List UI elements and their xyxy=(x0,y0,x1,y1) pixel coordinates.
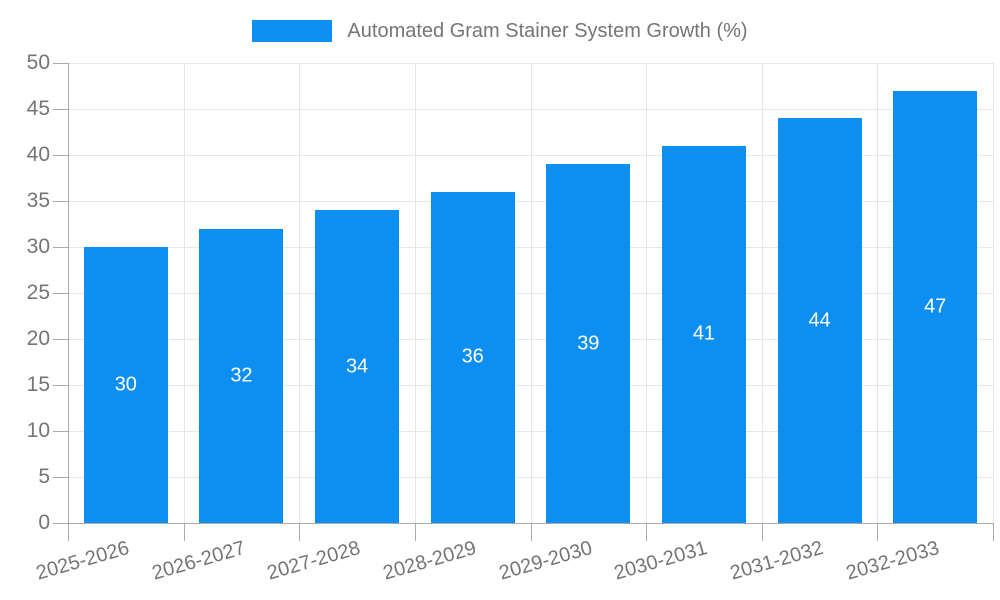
y-tick xyxy=(53,523,68,524)
y-axis-line xyxy=(68,63,69,523)
plot-area: 30 32 34 36 39 41 44 47 xyxy=(68,63,994,523)
bar xyxy=(546,164,631,523)
y-tick-label: 20 xyxy=(26,327,50,350)
bar-value-label: 44 xyxy=(808,309,831,332)
legend: Automated Gram Stainer System Growth (%) xyxy=(0,16,1000,46)
bar-value-label: 41 xyxy=(692,322,716,345)
y-tick-label: 10 xyxy=(26,419,50,442)
x-tick xyxy=(646,523,648,541)
legend-label: Automated Gram Stainer System Growth (%) xyxy=(347,19,748,42)
x-tick-label: 2032-2033 xyxy=(843,537,942,585)
x-gridline xyxy=(183,63,185,523)
x-tick-label: 2025-2026 xyxy=(33,537,132,585)
y-tick xyxy=(53,293,68,294)
y-tick-label: 50 xyxy=(26,51,50,74)
bar xyxy=(893,90,978,523)
y-tick-label: 35 xyxy=(26,189,50,212)
x-tick xyxy=(761,523,763,541)
x-tick-label: 2028-2029 xyxy=(380,537,479,585)
x-tick-label: 2027-2028 xyxy=(265,537,364,585)
y-tick xyxy=(53,63,68,64)
y-tick-label: 0 xyxy=(38,511,50,534)
x-tick xyxy=(414,523,416,541)
y-tick-label: 5 xyxy=(38,465,50,488)
bar-value-label: 32 xyxy=(230,364,253,387)
y-tick-label: 25 xyxy=(26,281,50,304)
x-tick-label: 2026-2027 xyxy=(149,537,248,585)
bar-value-label: 47 xyxy=(924,295,947,318)
bar-value-label: 30 xyxy=(114,373,137,396)
y-tick xyxy=(53,477,68,478)
y-tick xyxy=(53,385,68,386)
x-tick xyxy=(299,523,301,541)
y-tick xyxy=(53,247,68,248)
x-tick-label: 2030-2031 xyxy=(611,537,711,585)
x-gridline xyxy=(761,63,763,523)
bar xyxy=(661,145,746,523)
bar-value-label: 34 xyxy=(345,355,369,378)
legend-swatch-icon xyxy=(252,20,333,42)
y-tick-label: 45 xyxy=(26,97,50,120)
y-tick xyxy=(53,339,68,340)
x-gridline xyxy=(530,63,532,523)
bar xyxy=(777,118,862,523)
y-tick xyxy=(53,431,68,432)
x-gridline xyxy=(646,63,648,523)
bar xyxy=(315,210,400,523)
bar xyxy=(199,228,284,523)
x-tick xyxy=(68,523,69,541)
y-tick xyxy=(53,201,68,202)
x-gridline xyxy=(877,63,879,523)
y-tick-label: 15 xyxy=(26,373,50,396)
bar xyxy=(430,191,515,523)
x-tick xyxy=(530,523,532,541)
x-gridline xyxy=(993,63,994,523)
x-tick xyxy=(877,523,879,541)
y-tick-label: 30 xyxy=(26,235,50,258)
y-tick-label: 40 xyxy=(26,143,50,166)
y-tick xyxy=(53,109,68,110)
bar-value-label: 36 xyxy=(461,345,484,368)
x-tick xyxy=(993,523,994,541)
x-tick-label: 2029-2030 xyxy=(496,537,595,585)
bar xyxy=(83,247,168,523)
bar-value-label: 39 xyxy=(577,332,600,355)
y-tick xyxy=(53,155,68,156)
x-tick xyxy=(183,523,185,541)
x-gridline xyxy=(299,63,301,523)
x-tick-label: 2031-2032 xyxy=(727,537,826,585)
x-gridline xyxy=(414,63,416,523)
